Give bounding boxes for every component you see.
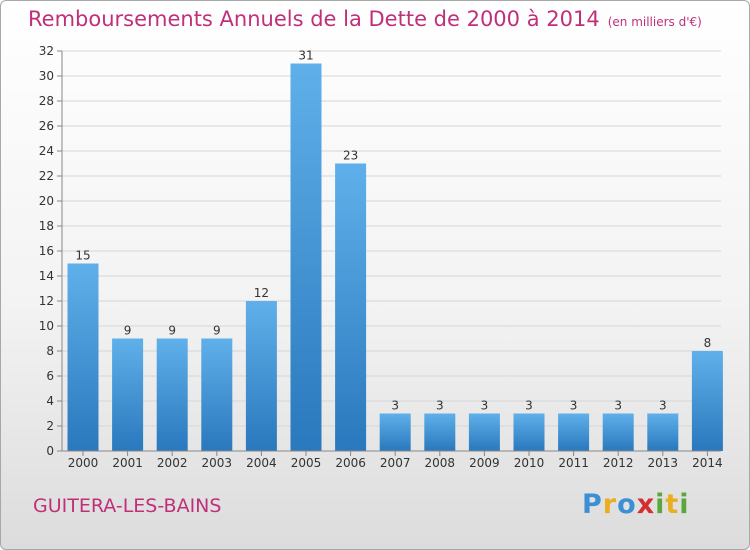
y-tick-label: 0 <box>46 444 54 458</box>
bar-value-label: 8 <box>704 336 712 350</box>
bar-value-label: 3 <box>481 399 489 413</box>
bar <box>290 63 322 451</box>
bar <box>513 413 545 451</box>
x-tick-label: 2012 <box>603 456 634 470</box>
bar-value-label: 3 <box>391 399 399 413</box>
logo-letter: i <box>655 489 666 520</box>
y-tick-label: 20 <box>39 194 54 208</box>
logo-letter: r <box>602 489 618 520</box>
bar-value-label: 12 <box>254 286 269 300</box>
logo-letter: x <box>636 489 656 520</box>
bar-value-label: 9 <box>213 324 221 338</box>
y-tick-label: 28 <box>39 94 54 108</box>
bar <box>67 263 99 451</box>
bar <box>156 338 188 451</box>
x-tick-label: 2010 <box>514 456 545 470</box>
x-tick-label: 2008 <box>425 456 456 470</box>
commune-name: GUITERA-LES-BAINS <box>33 495 222 517</box>
bar <box>424 413 456 451</box>
x-tick-label: 2002 <box>157 456 188 470</box>
logo-letter: t <box>665 489 680 520</box>
bar-value-label: 3 <box>525 399 533 413</box>
x-tick-label: 2009 <box>469 456 500 470</box>
bar <box>112 338 144 451</box>
logo-letter: P <box>582 489 603 520</box>
x-tick-label: 2006 <box>335 456 366 470</box>
bar <box>245 301 277 451</box>
x-tick-label: 2011 <box>558 456 589 470</box>
proxiti-logo: Proxiti <box>582 489 690 520</box>
bar-value-label: 31 <box>298 49 313 63</box>
bar <box>691 351 723 451</box>
y-tick-label: 2 <box>46 419 54 433</box>
logo-letter: o <box>617 489 637 520</box>
y-tick-label: 30 <box>39 69 54 83</box>
bar-value-label: 3 <box>570 399 578 413</box>
bar <box>201 338 233 451</box>
y-tick-label: 10 <box>39 319 54 333</box>
y-tick-label: 24 <box>39 144 54 158</box>
x-tick-label: 2004 <box>246 456 277 470</box>
logo-letter: i <box>679 489 690 520</box>
y-tick-label: 6 <box>46 369 54 383</box>
x-tick-label: 2003 <box>202 456 233 470</box>
chart-unit: (en milliers d'€) <box>607 15 702 29</box>
x-tick-label: 2014 <box>692 456 723 470</box>
bar <box>468 413 500 451</box>
x-tick-label: 2005 <box>291 456 322 470</box>
bar-value-label: 9 <box>168 324 176 338</box>
bar-value-label: 3 <box>614 399 622 413</box>
x-tick-label: 2013 <box>648 456 679 470</box>
y-tick-label: 4 <box>46 394 54 408</box>
x-tick-label: 2007 <box>380 456 411 470</box>
bar-value-label: 9 <box>124 324 132 338</box>
y-tick-label: 32 <box>39 44 54 58</box>
chart-title: Remboursements Annuels de la Dette de 20… <box>28 7 702 31</box>
chart-title-text: Remboursements Annuels de la Dette de 20… <box>28 7 600 31</box>
bar-value-label: 3 <box>659 399 667 413</box>
x-tick-label: 2001 <box>112 456 143 470</box>
bar <box>335 163 367 451</box>
bar <box>379 413 411 451</box>
y-tick-label: 12 <box>39 294 54 308</box>
y-tick-label: 18 <box>39 219 54 233</box>
bar <box>602 413 634 451</box>
bar-value-label: 23 <box>343 149 358 163</box>
x-tick-label: 2000 <box>68 456 99 470</box>
y-tick-label: 22 <box>39 169 54 183</box>
y-tick-label: 8 <box>46 344 54 358</box>
y-tick-label: 26 <box>39 119 54 133</box>
bar-value-label: 15 <box>75 249 90 263</box>
bar-value-label: 3 <box>436 399 444 413</box>
bar <box>558 413 590 451</box>
bar <box>647 413 679 451</box>
y-tick-label: 14 <box>39 269 54 283</box>
y-tick-label: 16 <box>39 244 54 258</box>
